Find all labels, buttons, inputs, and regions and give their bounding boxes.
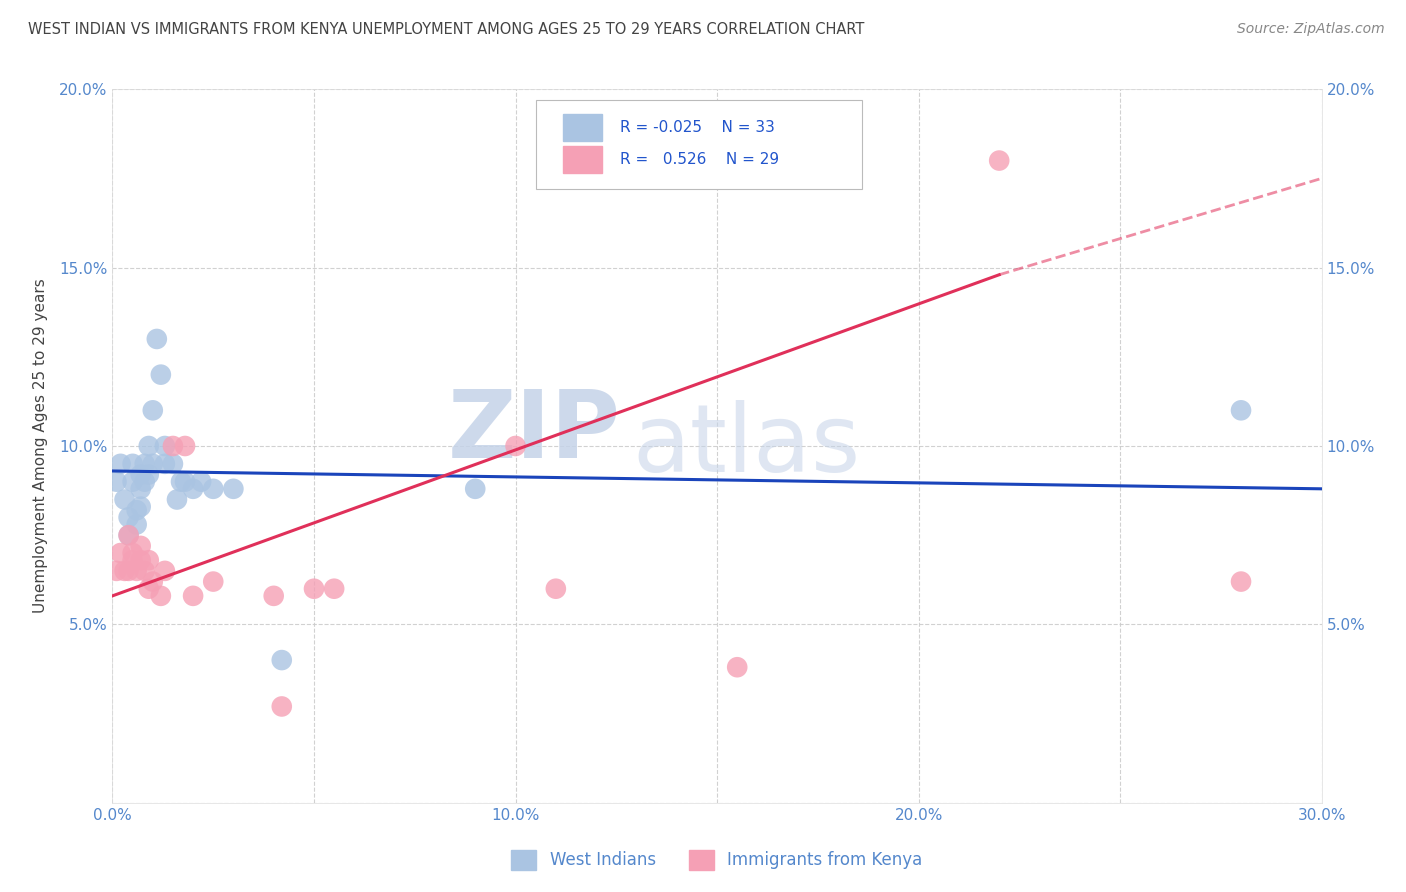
Point — [174, 475, 197, 489]
Point — [323, 582, 346, 596]
Point — [988, 153, 1011, 168]
Text: R = -0.025    N = 33: R = -0.025 N = 33 — [620, 120, 775, 136]
Point — [162, 457, 184, 471]
Point — [117, 528, 139, 542]
Point — [202, 574, 225, 589]
Point — [129, 553, 152, 567]
Point — [153, 439, 176, 453]
Point — [121, 475, 143, 489]
Bar — [564, 114, 602, 141]
Point — [125, 503, 148, 517]
Point — [142, 574, 165, 589]
Point — [544, 582, 567, 596]
Point — [146, 332, 169, 346]
Point — [222, 482, 245, 496]
Point — [725, 660, 748, 674]
Point — [464, 482, 486, 496]
Point — [174, 439, 197, 453]
Text: ZIP: ZIP — [447, 385, 620, 478]
Point — [110, 457, 132, 471]
Point — [190, 475, 212, 489]
Point — [270, 699, 292, 714]
Point — [142, 457, 165, 471]
Point — [121, 457, 143, 471]
Bar — [564, 145, 602, 173]
Text: WEST INDIAN VS IMMIGRANTS FROM KENYA UNEMPLOYMENT AMONG AGES 25 TO 29 YEARS CORR: WEST INDIAN VS IMMIGRANTS FROM KENYA UNE… — [28, 22, 865, 37]
Point — [134, 457, 156, 471]
Point — [138, 467, 160, 482]
Legend: West Indians, Immigrants from Kenya: West Indians, Immigrants from Kenya — [505, 843, 929, 877]
Point — [138, 553, 160, 567]
Point — [117, 564, 139, 578]
Point — [138, 582, 160, 596]
Point — [181, 482, 204, 496]
Point — [153, 457, 176, 471]
Point — [181, 589, 204, 603]
Point — [202, 482, 225, 496]
Y-axis label: Unemployment Among Ages 25 to 29 years: Unemployment Among Ages 25 to 29 years — [34, 278, 48, 614]
Point — [1230, 574, 1253, 589]
Point — [129, 467, 152, 482]
Point — [117, 510, 139, 524]
Point — [505, 439, 527, 453]
Point — [134, 564, 156, 578]
Point — [142, 403, 165, 417]
Point — [134, 475, 156, 489]
Point — [302, 582, 325, 596]
Point — [121, 553, 143, 567]
Text: R =   0.526    N = 29: R = 0.526 N = 29 — [620, 152, 779, 167]
Point — [162, 439, 184, 453]
Point — [114, 564, 136, 578]
Text: Source: ZipAtlas.com: Source: ZipAtlas.com — [1237, 22, 1385, 37]
Point — [117, 528, 139, 542]
Point — [149, 589, 172, 603]
Point — [263, 589, 285, 603]
Point — [125, 517, 148, 532]
Point — [114, 492, 136, 507]
Point — [105, 564, 128, 578]
Text: atlas: atlas — [633, 400, 860, 492]
Point — [138, 439, 160, 453]
Point — [129, 482, 152, 496]
Point — [110, 546, 132, 560]
FancyBboxPatch shape — [536, 100, 862, 189]
Point — [166, 492, 188, 507]
Point — [125, 564, 148, 578]
Point — [1230, 403, 1253, 417]
Point — [149, 368, 172, 382]
Point — [270, 653, 292, 667]
Point — [121, 546, 143, 560]
Point — [170, 475, 193, 489]
Point — [129, 500, 152, 514]
Point — [105, 475, 128, 489]
Point — [153, 564, 176, 578]
Point — [129, 539, 152, 553]
